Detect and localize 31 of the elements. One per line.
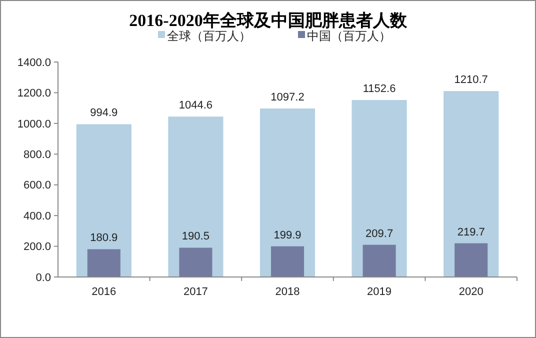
- x-tick-label: 2019: [367, 286, 392, 298]
- data-label: 994.9: [90, 107, 118, 120]
- data-label: 219.7: [457, 226, 485, 238]
- data-label: 1044.6: [178, 100, 213, 112]
- bar: [87, 249, 120, 277]
- x-tick-label: 2018: [275, 286, 300, 298]
- y-tick-label: 0.0: [36, 272, 51, 284]
- chart-title: 2016-2020年全球及中国肥胖患者人数: [129, 11, 408, 30]
- y-tick-label: 1000.0: [17, 118, 51, 130]
- data-label: 199.9: [274, 229, 302, 242]
- data-label: 1210.7: [454, 74, 488, 86]
- x-tick-label: 2016: [92, 286, 116, 298]
- y-tick-label: 800.0: [23, 148, 51, 161]
- y-tick-label: 200.0: [23, 241, 51, 254]
- x-tick-label: 2020: [458, 286, 484, 298]
- data-label: 209.7: [366, 228, 394, 240]
- y-tick-label: 600.0: [23, 180, 51, 192]
- data-label: 180.9: [90, 232, 118, 244]
- bar: [270, 246, 304, 277]
- bar: [362, 244, 396, 277]
- y-tick-label: 1200.0: [17, 88, 51, 100]
- y-tick-label: 1400.0: [17, 56, 51, 69]
- x-tick-label: 2017: [183, 286, 208, 298]
- bar: [179, 248, 212, 277]
- data-label: 1152.6: [362, 82, 396, 95]
- data-label: 190.5: [182, 230, 210, 243]
- data-label: 1097.2: [270, 92, 304, 104]
- legend-label: 全球（百万人）: [167, 29, 251, 44]
- y-tick-label: 400.0: [23, 210, 51, 222]
- bar: [454, 243, 488, 277]
- legend-label: 中国（百万人）: [307, 29, 391, 44]
